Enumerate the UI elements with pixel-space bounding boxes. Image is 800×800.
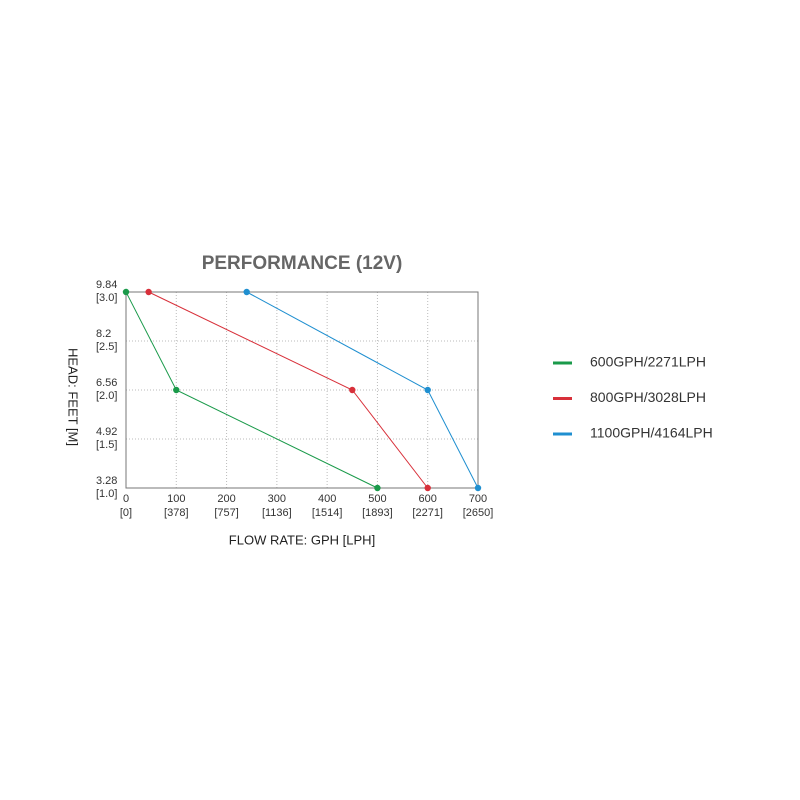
data-point	[349, 386, 356, 394]
data-point	[424, 484, 431, 492]
y-tick-label: 9.84	[96, 279, 117, 291]
x-tick-sublabel: [2271]	[412, 507, 443, 519]
legend-label: 600GPH/2271LPH	[590, 354, 706, 370]
x-tick-label: 0	[123, 493, 129, 505]
y-tick-sublabel: [1.0]	[96, 488, 117, 500]
legend-label: 1100GPH/4164LPH	[590, 425, 713, 441]
plot-frame	[125, 291, 479, 489]
y-tick-label: 3.28	[96, 475, 117, 487]
data-point	[145, 288, 152, 296]
series-line	[246, 291, 479, 489]
x-tick-label: 300	[268, 493, 286, 505]
data-point	[243, 288, 250, 296]
x-tick-label: 700	[469, 493, 487, 505]
data-point	[424, 386, 431, 394]
x-tick-sublabel: [1136]	[262, 507, 292, 519]
x-tick-sublabel: [2650]	[463, 507, 494, 519]
x-tick-label: 600	[419, 493, 437, 505]
x-tick-label: 200	[217, 493, 235, 505]
data-point	[173, 386, 180, 394]
y-tick-label: 6.56	[96, 377, 117, 389]
y-tick-sublabel: [1.5]	[96, 439, 117, 451]
data-point	[374, 484, 381, 492]
y-tick-sublabel: [3.0]	[96, 292, 117, 304]
x-tick-sublabel: [378]	[164, 507, 188, 519]
x-tick-sublabel: [1893]	[362, 507, 393, 519]
data-point	[474, 484, 482, 492]
data-point	[122, 288, 130, 296]
x-tick-sublabel: [1514]	[312, 507, 343, 519]
y-axis-label: HEAD: FEET [M]	[66, 348, 81, 446]
y-tick-sublabel: [2.5]	[96, 341, 117, 353]
x-axis-label: FLOW RATE: GPH [LPH]	[229, 532, 375, 547]
y-tick-label: 8.2	[96, 328, 111, 340]
x-tick-label: 400	[318, 493, 336, 505]
y-tick-label: 4.92	[96, 426, 117, 438]
x-tick-label: 500	[368, 493, 386, 505]
x-tick-sublabel: [0]	[120, 507, 132, 519]
x-tick-sublabel: [757]	[214, 507, 238, 519]
y-tick-sublabel: [2.0]	[96, 390, 117, 402]
x-tick-label: 100	[167, 493, 185, 505]
legend-label: 800GPH/3028LPH	[590, 389, 706, 405]
chart-title: PERFORMANCE (12V)	[202, 253, 403, 274]
